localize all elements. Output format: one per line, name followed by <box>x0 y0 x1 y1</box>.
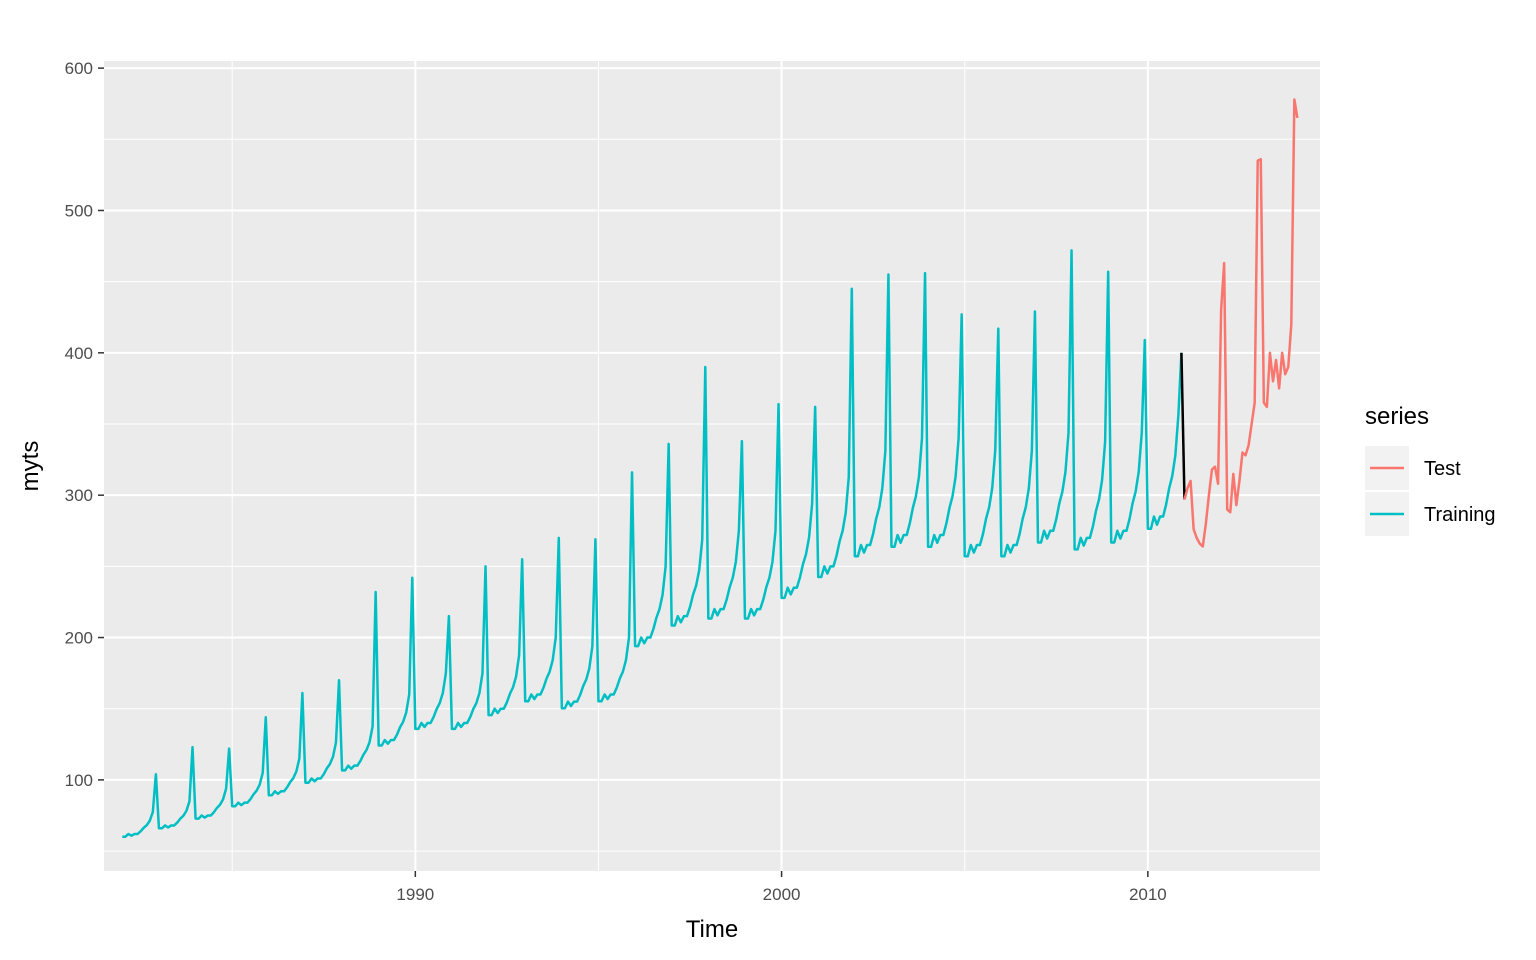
x-axis-title: Time <box>686 916 738 943</box>
x-tick-label-2000: 2000 <box>763 885 801 904</box>
y-tick-label-100: 100 <box>65 771 93 790</box>
series-connector-line <box>1180 352 1186 500</box>
y-tick-label-300: 300 <box>65 486 93 505</box>
y-axis-title: myts <box>17 441 44 492</box>
legend-label-test: Test <box>1424 458 1461 480</box>
panel-background <box>104 61 1320 871</box>
legend-label-training: Training <box>1424 504 1496 526</box>
x-tick-label-1990: 1990 <box>396 885 434 904</box>
series-line-test <box>1183 98 1299 548</box>
x-axis: 1990 2000 2010 <box>396 871 1167 904</box>
grid-major <box>104 61 1320 871</box>
series-layer <box>122 98 1299 838</box>
y-tick-label-400: 400 <box>65 344 93 363</box>
y-tick-label-500: 500 <box>65 201 93 220</box>
y-axis: 100 200 300 400 500 600 <box>65 59 104 790</box>
series-line-training <box>122 249 1183 838</box>
y-tick-label-200: 200 <box>65 629 93 648</box>
legend-title: series <box>1365 403 1429 430</box>
y-tick-label-600: 600 <box>65 59 93 78</box>
legend: series Test Training <box>1365 403 1496 536</box>
x-tick-label-2010: 2010 <box>1129 885 1167 904</box>
